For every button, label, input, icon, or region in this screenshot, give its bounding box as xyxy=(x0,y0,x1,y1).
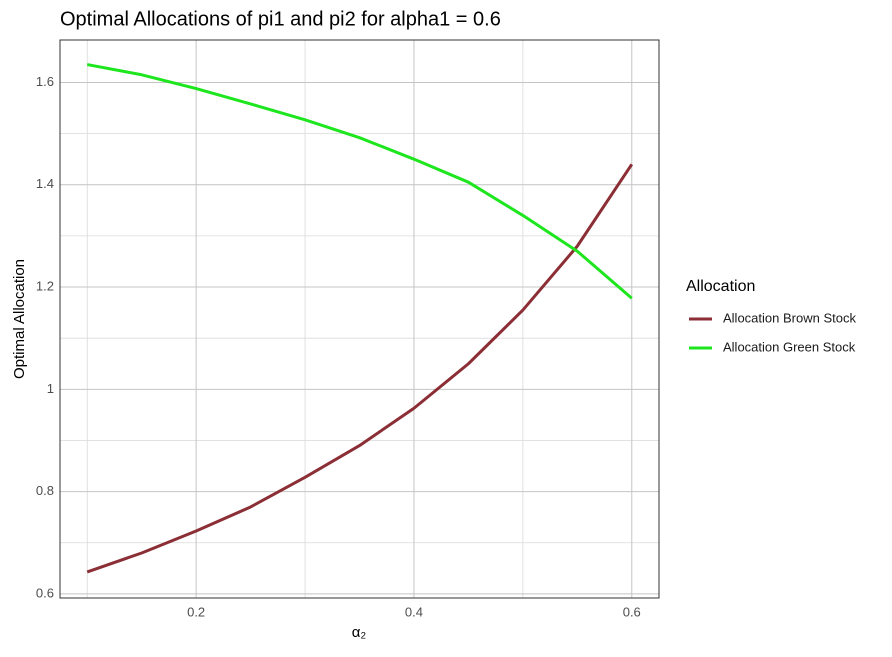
y-tick-label: 1 xyxy=(47,381,54,396)
x-tick-label: 0.4 xyxy=(405,604,423,619)
line-series xyxy=(86,63,633,300)
y-tick-label: 1.6 xyxy=(36,74,54,89)
y-tick-label: 1.4 xyxy=(36,176,54,191)
plot-border xyxy=(59,39,660,599)
legend-label: Allocation Brown Stock xyxy=(723,310,856,325)
y-axis-label: Optimal Allocation xyxy=(11,259,28,379)
y-tick-label: 0.8 xyxy=(36,483,54,498)
line-series xyxy=(86,163,634,574)
x-axis-label: α₂ xyxy=(352,624,367,641)
y-tick-label: 1.2 xyxy=(36,278,54,293)
y-tick-label: 0.6 xyxy=(36,585,54,600)
legend-label: Allocation Green Stock xyxy=(723,339,856,354)
x-tick-label: 0.2 xyxy=(187,604,205,619)
chart-title: Optimal Allocations of pi1 and pi2 for a… xyxy=(60,8,501,30)
legend-title: Allocation xyxy=(686,278,755,295)
x-tick-label: 0.6 xyxy=(623,604,641,619)
